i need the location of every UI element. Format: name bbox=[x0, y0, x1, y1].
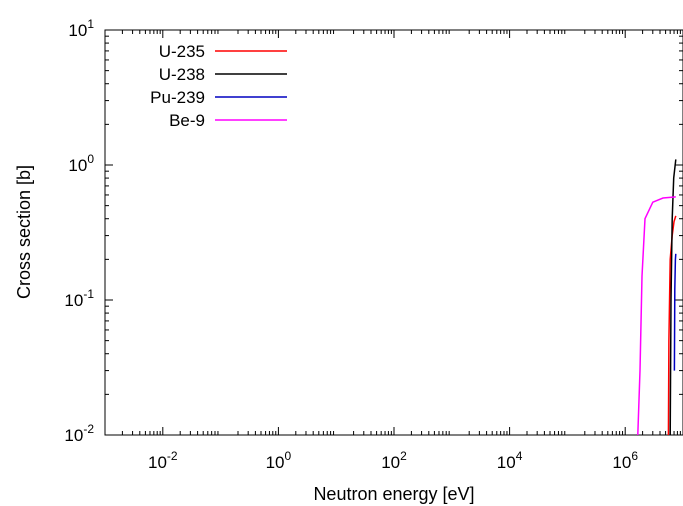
series-line-be-9 bbox=[637, 196, 676, 435]
legend: U-235 U-238 Pu-239 Be-9 bbox=[150, 42, 287, 130]
series-line-pu-239 bbox=[673, 253, 677, 371]
x-axis-title: Neutron energy [eV] bbox=[313, 484, 474, 504]
y-tick-label: 101 bbox=[68, 17, 94, 40]
y-tick-label: 10-1 bbox=[64, 287, 94, 310]
legend-label: Pu-239 bbox=[150, 88, 205, 107]
x-tick-label: 104 bbox=[497, 449, 523, 472]
plot-series bbox=[637, 159, 677, 435]
x-tick-label: 102 bbox=[381, 449, 407, 472]
legend-label: Be-9 bbox=[169, 111, 205, 130]
series-line-u-238 bbox=[669, 159, 677, 435]
y-axis-title: Cross section [b] bbox=[14, 165, 34, 299]
y-tick-label: 10-2 bbox=[64, 422, 94, 445]
x-tick-label: 10-2 bbox=[148, 449, 178, 472]
plot-axes: 10-2 100 102 104 106 10-2 10-1 100 101 bbox=[64, 17, 683, 472]
x-tick-label: 100 bbox=[266, 449, 292, 472]
x-tick-label: 106 bbox=[612, 449, 638, 472]
legend-label: U-238 bbox=[159, 65, 205, 84]
legend-label: U-235 bbox=[159, 42, 205, 61]
y-tick-label: 100 bbox=[68, 152, 94, 175]
